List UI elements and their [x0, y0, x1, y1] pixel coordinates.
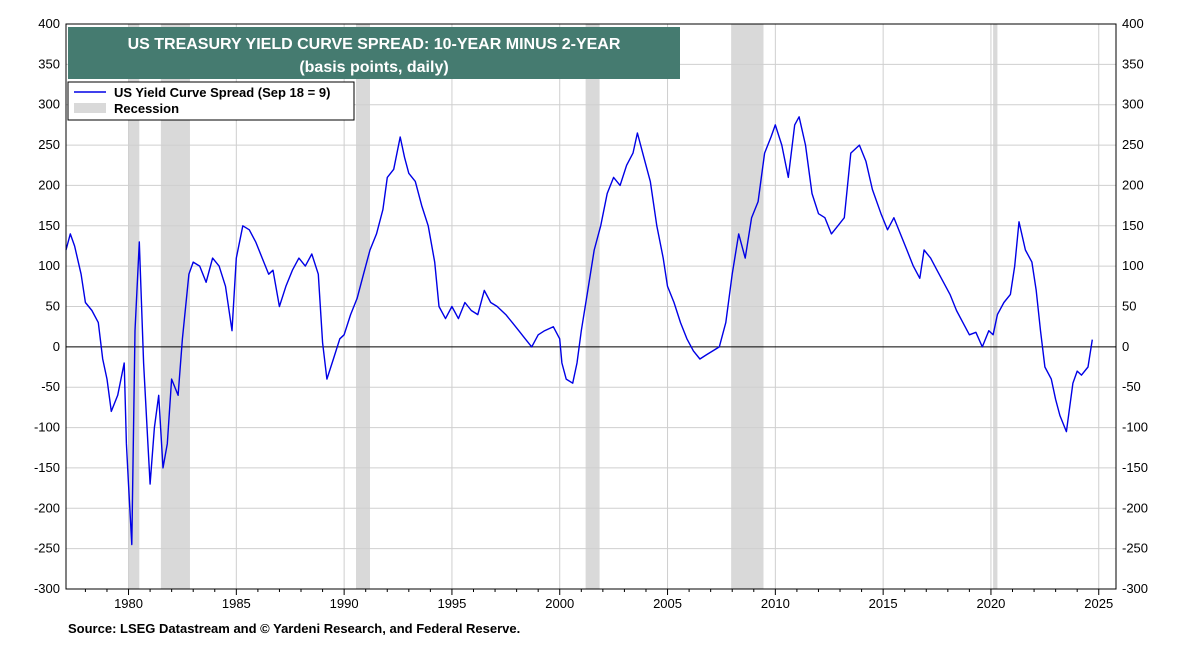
legend: US Yield Curve Spread (Sep 18 = 9) Reces… — [67, 81, 355, 121]
y-tick-label-right: 50 — [1122, 299, 1136, 314]
y-tick-label-left: -50 — [41, 379, 60, 394]
y-tick-label-left: -250 — [34, 541, 60, 556]
y-tick-label-right: 300 — [1122, 97, 1144, 112]
y-tick-label-right: 0 — [1122, 339, 1129, 354]
y-tick-label-right: 400 — [1122, 16, 1144, 31]
y-tick-label-left: 250 — [38, 137, 60, 152]
y-tick-label-left: 300 — [38, 97, 60, 112]
y-tick-label-right: 350 — [1122, 56, 1144, 71]
y-tick-label-right: -300 — [1122, 581, 1148, 596]
y-tick-label-left: -300 — [34, 581, 60, 596]
legend-recession-swatch — [74, 103, 106, 113]
y-tick-label-right: 150 — [1122, 218, 1144, 233]
x-tick-label: 2010 — [761, 596, 790, 611]
x-tick-label: 2020 — [976, 596, 1005, 611]
x-tick-label: 2000 — [545, 596, 574, 611]
y-tick-label-left: -100 — [34, 420, 60, 435]
y-tick-label-left: 0 — [53, 339, 60, 354]
x-tick-label: 2015 — [869, 596, 898, 611]
x-tick-label: 1995 — [437, 596, 466, 611]
x-tick-label: 1985 — [222, 596, 251, 611]
x-tick-label: 2005 — [653, 596, 682, 611]
x-tick-label: 1990 — [330, 596, 359, 611]
x-tick-label: 1980 — [114, 596, 143, 611]
y-tick-label-right: 200 — [1122, 177, 1144, 192]
series-layer — [65, 116, 1093, 546]
chart-title: US TREASURY YIELD CURVE SPREAD: 10-YEAR … — [128, 36, 621, 53]
plot-frame — [65, 23, 1117, 590]
x-axis: 1980 1985 1990 1995 2000 2005 2010 2015 2020 2025 — [84, 589, 1113, 611]
y-tick-label-left: 50 — [46, 299, 60, 314]
x-tick-label: 2025 — [1084, 596, 1113, 611]
y-tick-label-right: -50 — [1122, 379, 1141, 394]
y-axis-left: -300 -250 -200 -150 -100 -50 0 50 100 150 200 250 30… — [34, 16, 60, 596]
y-tick-label-left: 400 — [38, 16, 60, 31]
y-tick-label-right: 100 — [1122, 258, 1144, 273]
y-axis-right: -300 -250 -200 -150 -100 -50 0 50 100 150 200 250 30… — [1122, 16, 1148, 596]
y-tick-label-left: 200 — [38, 177, 60, 192]
legend-recession-label: Recession — [114, 101, 179, 116]
title-background — [68, 27, 680, 79]
y-tick-label-right: -100 — [1122, 420, 1148, 435]
y-tick-label-right: 250 — [1122, 137, 1144, 152]
y-tick-label-right: -250 — [1122, 541, 1148, 556]
y-tick-label-right: -150 — [1122, 460, 1148, 475]
y-tick-label-left: -200 — [34, 500, 60, 515]
y-tick-label-right: -200 — [1122, 500, 1148, 515]
source-note: Source: LSEG Datastream and © Yardeni Re… — [68, 621, 521, 636]
legend-series-label: US Yield Curve Spread (Sep 18 = 9) — [114, 85, 330, 100]
y-tick-label-left: 100 — [38, 258, 60, 273]
title-box: US TREASURY YIELD CURVE SPREAD: 10-YEAR … — [68, 27, 680, 79]
y-tick-label-left: -150 — [34, 460, 60, 475]
y-tick-label-left: 150 — [38, 218, 60, 233]
series-line-1 — [65, 116, 1093, 546]
legend-box — [67, 81, 355, 121]
y-tick-label-left: 350 — [38, 56, 60, 71]
chart-subtitle: (basis points, daily) — [299, 59, 448, 76]
